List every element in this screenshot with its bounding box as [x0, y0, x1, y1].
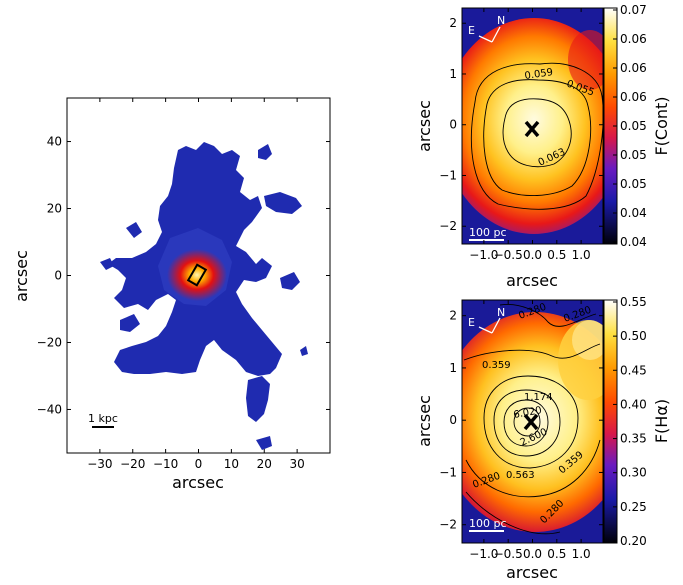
x-tick-label: 1.0	[572, 248, 591, 262]
colorbar-tick-label: 0.06	[620, 90, 647, 104]
compass-east-label: E	[468, 316, 475, 329]
contour-0280	[499, 304, 597, 327]
continuum-scale-label: 100 pc	[469, 226, 507, 239]
x-tick-label: 0.5	[547, 547, 566, 561]
halpha-scale-label: 100 pc	[469, 517, 507, 530]
halpha-colorbar	[603, 299, 618, 544]
colorbar-tick-label: 0.45	[620, 363, 647, 377]
x-tick-label: 30	[289, 457, 304, 471]
colorbar-tick-label: 0.55	[620, 295, 647, 309]
colorbar-tick-label: 0.07	[620, 3, 647, 17]
x-tick-label: −0.5	[494, 547, 523, 561]
compass-north-label: N	[497, 14, 505, 27]
left-scale-label: 1 kpc	[88, 412, 118, 425]
left-y-axis-label: arcsec	[12, 250, 31, 302]
y-tick-label: 2	[449, 16, 457, 30]
x-tick-label: 1.0	[572, 547, 591, 561]
colorbar-tick-label: 0.06	[620, 61, 647, 75]
left-core-emission	[167, 249, 227, 301]
x-tick-label: 0.0	[523, 248, 542, 262]
compass-icon: N E	[468, 306, 505, 334]
y-tick-label: −2	[439, 518, 457, 532]
contour-label: 0.059	[524, 67, 554, 82]
halpha-map-panel: 0.280 0.280 0.359 1.174 6.020 2.600 0.56…	[415, 295, 671, 582]
contour-label: 0.563	[506, 470, 535, 481]
contour-0359b	[465, 439, 601, 498]
colorbar-tick-label: 0.05	[620, 119, 647, 133]
contour-0280b	[465, 491, 561, 535]
compass-east-label: E	[468, 24, 475, 37]
left-emission-map	[100, 142, 308, 450]
compass-icon: N E	[468, 14, 505, 43]
halpha-colorbar-label: F(Hα)	[652, 399, 671, 443]
halpha-x-axis-label: arcsec	[506, 563, 558, 582]
peak-marker-icon	[523, 413, 539, 431]
zoom-box	[186, 263, 208, 287]
left-x-axis-label: arcsec	[172, 473, 224, 492]
x-tick-label: −0.5	[494, 248, 523, 262]
halpha-heatmap	[462, 300, 603, 543]
contour-2600	[503, 399, 549, 447]
x-tick-label: 20	[257, 457, 272, 471]
continuum-colorbar-label: F(Cont)	[652, 96, 671, 155]
x-tick-label: 10	[224, 457, 239, 471]
contour-1174	[493, 389, 561, 457]
y-tick-label: −20	[37, 335, 62, 349]
colorbar-tick-label: 0.25	[620, 500, 647, 514]
colorbar-tick-label: 0.05	[620, 177, 647, 191]
x-tick-label: −1.0	[469, 248, 498, 262]
x-tick-label: 0.0	[523, 547, 542, 561]
continuum-y-axis-label: arcsec	[415, 100, 434, 152]
contour-0063	[502, 98, 572, 168]
colorbar-tick-label: 0.35	[620, 432, 647, 446]
y-tick-label: −1	[439, 465, 457, 479]
peak-marker-icon	[524, 120, 540, 138]
y-tick-label: 40	[47, 135, 62, 149]
y-tick-label: 1	[449, 67, 457, 81]
x-tick-label: 0.5	[547, 248, 566, 262]
colorbar-tick-label: 0.20	[620, 534, 647, 548]
colorbar-tick-label: 0.05	[620, 148, 647, 162]
y-tick-label: −2	[439, 219, 457, 233]
y-tick-label: −1	[439, 168, 457, 182]
y-tick-label: 2	[449, 309, 457, 323]
continuum-map-panel: 0.059 0.055 0.063 N E 100 pc −1.0−0.5 0.0…	[415, 3, 671, 290]
y-tick-label: 1	[449, 361, 457, 375]
x-tick-label: −1.0	[469, 547, 498, 561]
x-tick-label: −20	[120, 457, 145, 471]
colorbar-tick-label: 0.30	[620, 466, 647, 480]
colorbar-tick-label: 0.04	[620, 235, 647, 249]
colorbar-tick-label: 0.04	[620, 206, 647, 220]
colorbar-tick-label: 0.40	[620, 397, 647, 411]
y-tick-label: 0	[449, 413, 457, 427]
y-tick-label: 20	[47, 202, 62, 216]
contour-0359	[463, 343, 601, 361]
contour-label: 1.174	[524, 392, 553, 403]
contour-0563	[483, 375, 579, 469]
x-tick-label: 0	[195, 457, 203, 471]
x-tick-label: −30	[87, 457, 112, 471]
halpha-y-axis-label: arcsec	[415, 395, 434, 447]
compass-north-label: N	[497, 306, 505, 319]
colorbar-tick-label: 0.06	[620, 32, 647, 46]
contour-6020	[513, 407, 541, 437]
continuum-x-axis-label: arcsec	[506, 271, 558, 290]
left-map-panel: 1 kpc −30 −20 −10 0 10 20 30 −40 −20 0 20 40 arcsec…	[12, 97, 331, 492]
contour-label: 0.359	[482, 360, 511, 371]
y-tick-label: −40	[37, 402, 62, 416]
contour-0055	[483, 79, 592, 197]
contour-0059	[470, 62, 603, 210]
colorbar-tick-label: 0.50	[620, 329, 647, 343]
x-tick-label: −10	[153, 457, 178, 471]
y-tick-label: 0	[449, 118, 457, 132]
y-tick-label: 0	[54, 269, 62, 283]
